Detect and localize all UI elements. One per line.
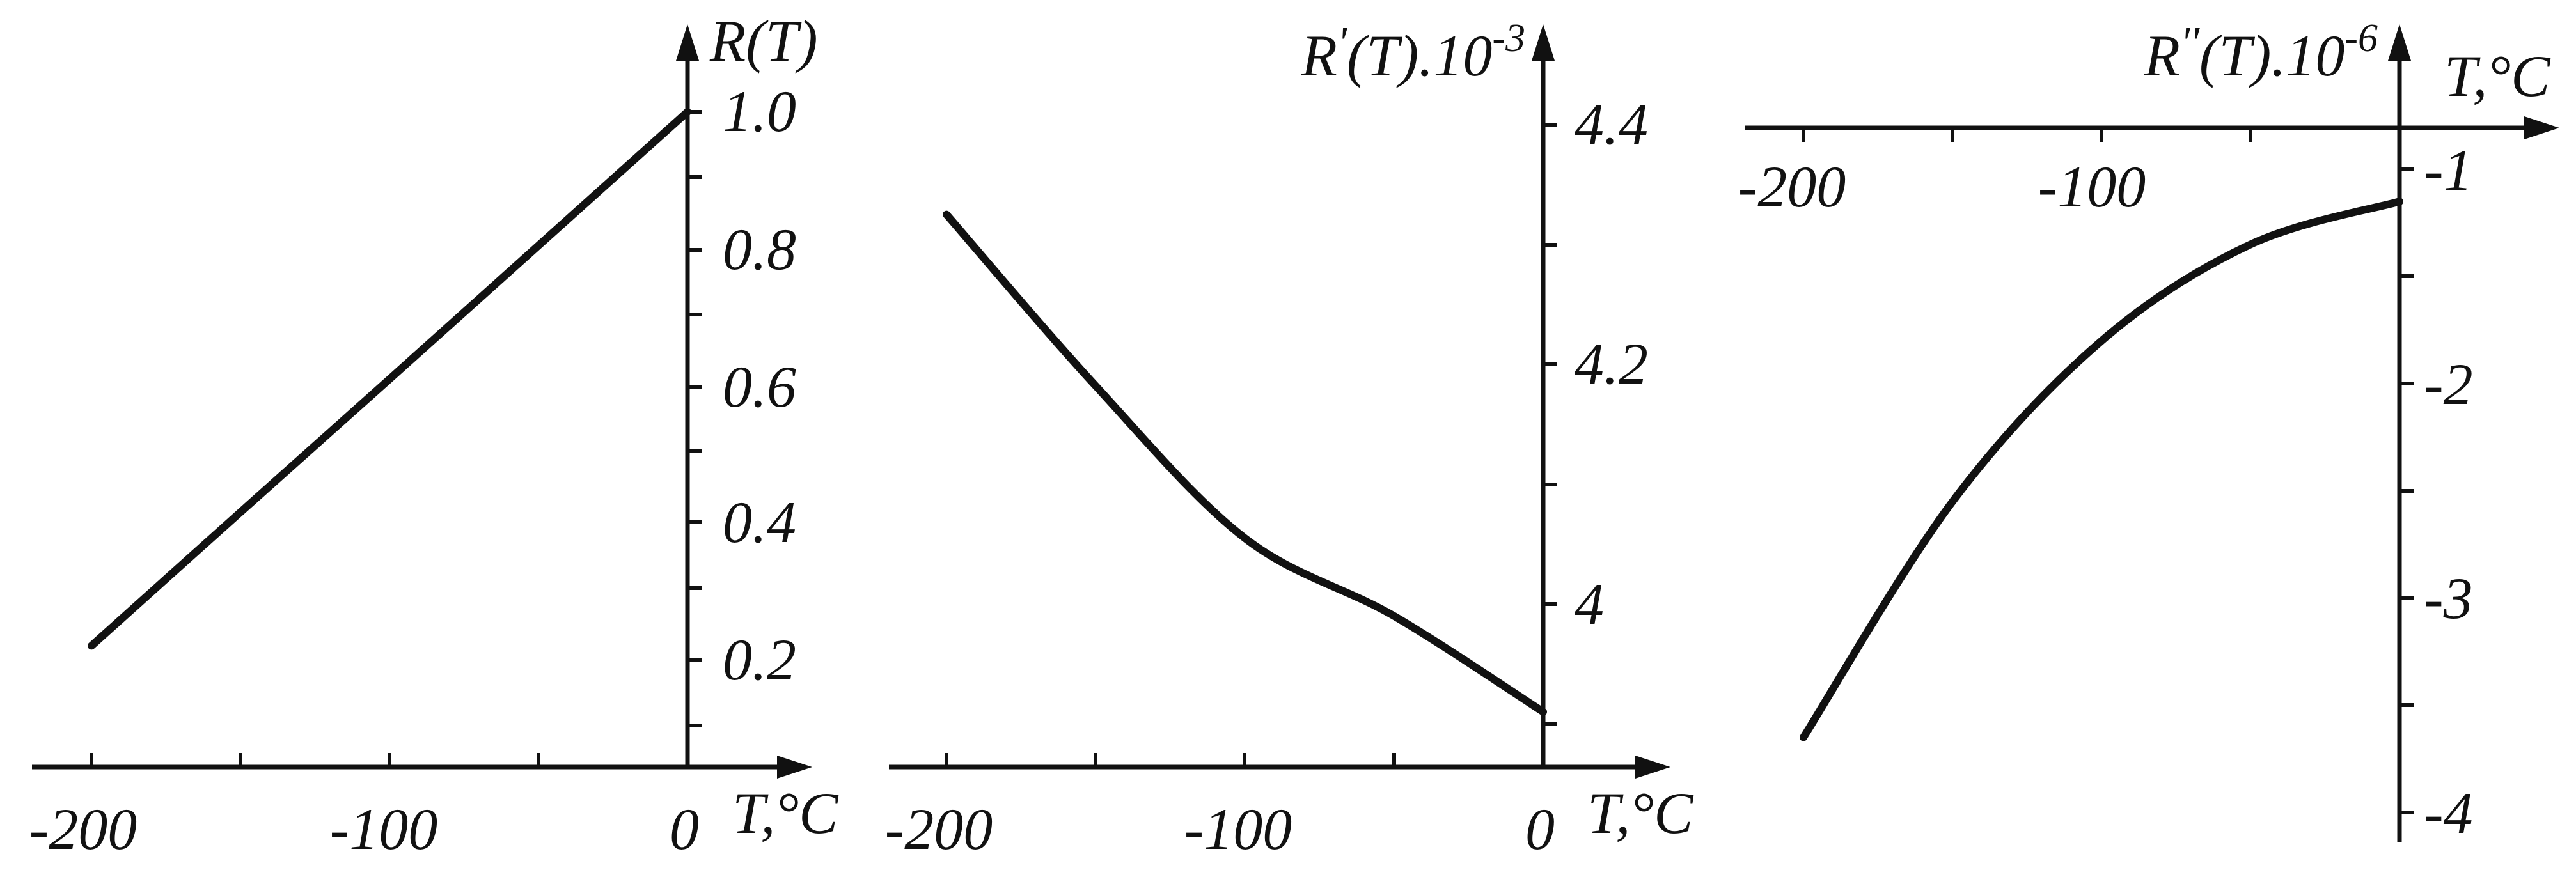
panel-r-ytick-label-0.4: 0.4: [723, 490, 796, 555]
panel-r-prime-y-axis-title: R'(T).10-3: [1301, 17, 1525, 88]
panel-r-double-prime-ytick-label-m4: -4: [2424, 780, 2473, 846]
panel-r-double-prime-xtick-label-200: -200: [1738, 154, 1846, 219]
panel-r-double-prime-ylabel-prime: '': [2180, 19, 2200, 68]
panel-r-prime-y-arrow: [1532, 24, 1555, 61]
panel-r-double-prime-x-arrow: [2524, 116, 2559, 139]
panel-r-double-prime-ylabel-exp: -6: [2344, 17, 2378, 60]
panel-r-double-prime-ylabel-main: R: [2144, 23, 2180, 88]
panel-r-double-prime-x-axis-title: T,°C: [2444, 43, 2551, 109]
panel-r-xtick-label-0: 0: [670, 796, 699, 862]
panel-r-prime-ytick-label-4: 4: [1575, 571, 1604, 637]
panel-r-prime: -200 -100 0 T,°C 4 4.2 4.4 R'(T).10-3: [885, 17, 1694, 862]
panel-r-xtick-label-100: -100: [330, 796, 438, 862]
panel-r-prime-ytick-label-4.2: 4.2: [1575, 331, 1648, 396]
panel-r-double-prime-ylabel-suffix: (T).10: [2199, 23, 2344, 88]
panel-r-double-prime-ytick-label-m2: -2: [2424, 352, 2473, 417]
panel-r-prime-x-arrow: [1635, 756, 1670, 779]
panel-r-double-prime: -200 -100 T,°C -1 -2 -3 -4 R''(T).10-6: [1738, 17, 2559, 846]
panel-r-series-line: [88, 108, 691, 650]
panel-r-prime-x-axis-title: T,°C: [1587, 780, 1694, 846]
panel-r-double-prime-ytick-label-m3: -3: [2424, 566, 2473, 631]
panel-r-ytick-label-0.2: 0.2: [723, 627, 796, 692]
panel-r-y-arrow: [676, 24, 699, 61]
panel-r-double-prime-xtick-label-100: -100: [2038, 154, 2146, 219]
panel-r-ytick-label-0.6: 0.6: [723, 354, 796, 419]
panel-r-ytick-label-0.8: 0.8: [723, 217, 796, 282]
panel-r-prime-ylabel-prime: ': [1337, 19, 1347, 68]
panel-r-y-axis-title: R(T): [709, 8, 818, 74]
panel-r: -200 -100 0 T,°C 0.2 0.4 0.6 0.8 1.0 R(T…: [29, 8, 839, 862]
panel-r-prime-ytick-label-4.4: 4.4: [1575, 91, 1648, 157]
panel-r-prime-ylabel-suffix: (T).10: [1347, 23, 1492, 88]
panel-r-x-arrow: [777, 756, 812, 779]
panel-r-xtick-label-200: -200: [29, 796, 137, 862]
panel-r-prime-xtick-label-100: -100: [1184, 796, 1292, 862]
panel-r-prime-ylabel-main: R: [1301, 23, 1337, 88]
panel-r-prime-series-line: [943, 210, 1547, 716]
panel-r-double-prime-ytick-label-m1: -1: [2424, 137, 2473, 203]
panel-r-double-prime-y-arrow: [2388, 24, 2411, 61]
panel-r-prime-ylabel-exp: -3: [1492, 17, 1525, 60]
panel-r-x-axis-title: T,°C: [732, 780, 839, 846]
panel-r-double-prime-series-line: [1800, 198, 2403, 741]
panel-r-ytick-label-1.0: 1.0: [723, 79, 796, 144]
panel-r-prime-xtick-label-200: -200: [885, 796, 993, 862]
panel-r-double-prime-y-axis-title: R''(T).10-6: [2144, 17, 2378, 88]
panel-r-prime-xtick-label-0: 0: [1525, 796, 1555, 862]
